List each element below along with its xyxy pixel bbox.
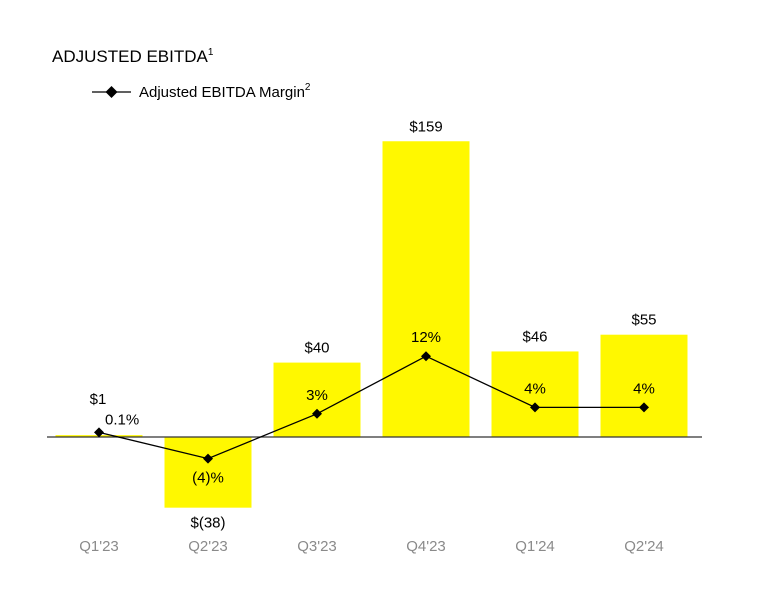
- bar-3: [382, 141, 470, 437]
- bar-5: [600, 334, 688, 437]
- legend-label: Adjusted EBITDA Margin2: [139, 82, 311, 101]
- margin-line: [98, 355, 644, 460]
- x-tick-label: Q2'23: [188, 538, 228, 555]
- margin-value-label: (4)%: [192, 470, 224, 487]
- margin-marker-1: [203, 453, 213, 464]
- bar-value-label: $55: [631, 312, 656, 329]
- chart-title: ADJUSTED EBITDA1: [52, 47, 214, 66]
- bar-value-label: $1: [90, 391, 107, 408]
- x-tick-label: Q2'24: [624, 538, 664, 555]
- margin-marker-0: [94, 427, 104, 438]
- margin-value-label: 3%: [306, 387, 328, 404]
- bar-value-label: $(38): [190, 515, 225, 532]
- x-tick-label: Q1'23: [79, 538, 119, 555]
- bar-2: [273, 362, 361, 437]
- margin-marker-4: [530, 402, 540, 413]
- margin-marker-3: [421, 351, 431, 362]
- x-tick-label: Q3'23: [297, 538, 337, 555]
- margin-line-group: 0.1% (4)% 3% 12% 4% 4%: [94, 329, 655, 487]
- x-axis-tick-labels: Q1'23 Q2'23 Q3'23 Q4'23 Q1'24 Q2'24: [79, 538, 664, 555]
- bar-value-label: $159: [409, 118, 442, 135]
- margin-value-label: 4%: [633, 380, 655, 397]
- margin-marker-5: [639, 402, 649, 413]
- margin-value-label: 4%: [524, 380, 546, 397]
- margin-value-label: 12%: [411, 329, 441, 346]
- bars-group: [55, 141, 688, 508]
- bar-value-label: $46: [522, 328, 547, 345]
- bar-value-label: $40: [304, 340, 329, 357]
- x-tick-label: Q4'23: [406, 538, 446, 555]
- legend: Adjusted EBITDA Margin2: [92, 82, 311, 101]
- x-tick-label: Q1'24: [515, 538, 555, 555]
- legend-diamond-marker: [105, 86, 118, 98]
- bar-1: [164, 437, 252, 508]
- margin-value-label: 0.1%: [105, 411, 139, 428]
- bar-labels-group: $1 $(38) $40 $159 $46 $55: [90, 118, 657, 531]
- margin-marker-2: [312, 408, 322, 419]
